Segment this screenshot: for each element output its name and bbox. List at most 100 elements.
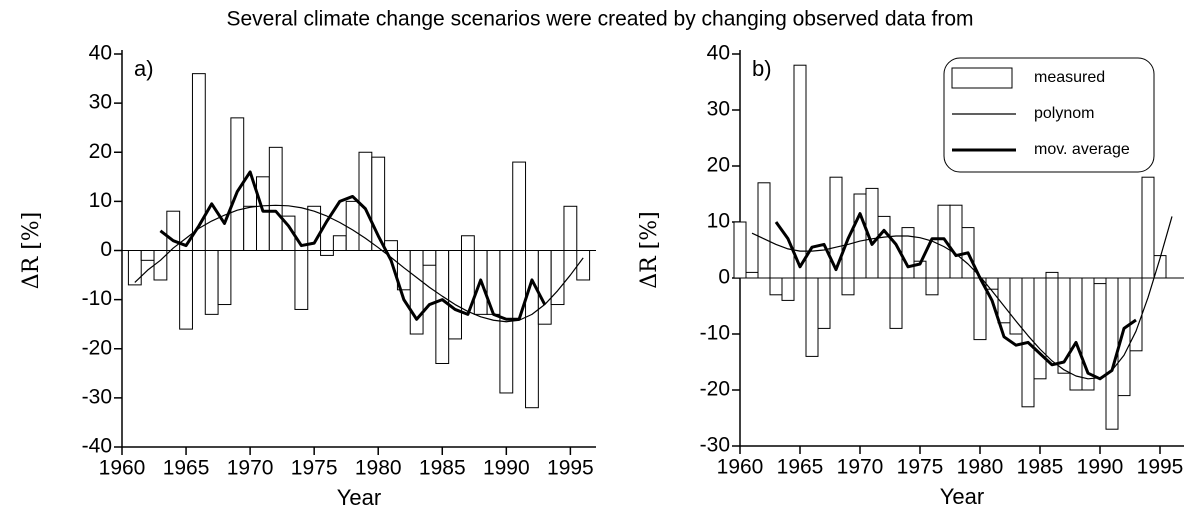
- x-axis-title: Year: [940, 484, 984, 509]
- bar: [1093, 277, 1107, 285]
- y-tick-label: 0: [100, 238, 112, 261]
- bar: [320, 250, 334, 256]
- y-tick-label: 30: [707, 98, 730, 121]
- bar: [332, 235, 347, 251]
- bar: [140, 250, 155, 261]
- bar: [1033, 277, 1047, 380]
- bar: [179, 250, 193, 330]
- y-axis-title: ΔR [%]: [19, 212, 44, 290]
- bar: [1057, 277, 1071, 374]
- x-tick-label: 1985: [419, 457, 466, 480]
- bar: [733, 221, 747, 279]
- y-tick-label: 30: [89, 91, 112, 114]
- bar: [448, 250, 462, 340]
- y-axis-title: ΔR [%]: [637, 211, 662, 289]
- bar: [757, 182, 771, 279]
- bar: [985, 277, 999, 290]
- y-tick-label: 40: [707, 42, 730, 65]
- bar: [889, 277, 903, 329]
- bar: [422, 250, 437, 266]
- bar: [793, 64, 807, 279]
- legend-label: mov. average: [1034, 141, 1130, 158]
- bar: [853, 193, 867, 279]
- x-tick-label: 1985: [1017, 456, 1064, 479]
- x-tick-label: 1970: [227, 457, 274, 480]
- legend-swatch: [951, 67, 1013, 89]
- panel-label: a): [134, 56, 154, 81]
- bar: [268, 146, 283, 251]
- x-tick-label: 1995: [1137, 456, 1184, 479]
- bar: [191, 73, 206, 252]
- legend-label: measured: [1034, 69, 1105, 86]
- x-tick-label: 1980: [957, 456, 1004, 479]
- y-tick-label: 20: [89, 140, 112, 163]
- bar: [805, 277, 819, 357]
- x-tick-label: 1990: [483, 457, 530, 480]
- bar: [563, 205, 578, 252]
- x-tick-label: 1990: [1077, 456, 1124, 479]
- y-tick-label: 10: [707, 210, 730, 233]
- x-tick-label: 1965: [163, 457, 210, 480]
- y-tick-label: -20: [82, 336, 112, 359]
- x-tick-label: 1960: [99, 457, 146, 480]
- bar: [409, 250, 424, 335]
- line-series: [134, 204, 584, 323]
- bar: [576, 250, 591, 281]
- bar: [1141, 176, 1155, 279]
- legend: measured polynom mov. average: [943, 57, 1155, 173]
- bar: [817, 277, 831, 329]
- line-series: [774, 212, 1137, 381]
- bar: [153, 250, 168, 281]
- y-tick-label: 0: [718, 266, 730, 289]
- bar: [1153, 255, 1167, 279]
- y-tick-label: -20: [700, 378, 730, 401]
- bar: [512, 161, 527, 251]
- bar: [243, 205, 258, 252]
- panel: -40 -30 -20 -10 0 10 20 30 40 1960 1965 1970 1975 198…: [19, 42, 596, 510]
- x-tick-label: 1960: [717, 456, 764, 479]
- bar: [127, 250, 142, 286]
- y-tick-label: -10: [82, 287, 112, 310]
- x-tick-label: 1975: [897, 456, 944, 479]
- bar: [294, 250, 309, 310]
- bar: [949, 204, 963, 279]
- line-series: [159, 170, 547, 321]
- bar: [1045, 271, 1059, 279]
- bar: [217, 250, 232, 306]
- bar: [901, 227, 915, 279]
- x-tick-label: 1975: [291, 457, 338, 480]
- x-tick-label: 1995: [547, 457, 594, 480]
- y-tick-label: -10: [700, 322, 730, 345]
- legend-label: polynom: [1034, 105, 1094, 122]
- bar: [204, 250, 219, 315]
- bar: [525, 250, 539, 409]
- header-text: Several climate change scenarios were cr…: [226, 8, 973, 31]
- bar: [841, 277, 855, 296]
- bar: [1117, 277, 1131, 397]
- bar: [769, 277, 783, 296]
- bar: [925, 277, 939, 296]
- y-tick-label: 10: [89, 189, 112, 212]
- y-tick-label: -30: [82, 385, 112, 408]
- bar: [781, 277, 795, 301]
- bar: [460, 235, 475, 251]
- x-tick-label: 1970: [837, 456, 884, 479]
- x-axis-title: Year: [337, 485, 381, 510]
- panel-label: b): [752, 56, 772, 81]
- y-tick-label: 40: [89, 42, 112, 65]
- y-tick-label: -30: [700, 434, 730, 457]
- bar: [745, 271, 759, 279]
- bar: [345, 200, 360, 251]
- bar: [877, 215, 891, 279]
- bar: [937, 204, 951, 279]
- x-tick-label: 1965: [777, 456, 824, 479]
- bar: [435, 250, 450, 364]
- bar: [256, 176, 270, 251]
- bar: [537, 250, 552, 325]
- legend-box: [943, 57, 1155, 173]
- bar: [829, 176, 843, 279]
- bar: [550, 250, 565, 306]
- y-tick-label: 20: [707, 154, 730, 177]
- y-tick-label: -40: [82, 435, 112, 458]
